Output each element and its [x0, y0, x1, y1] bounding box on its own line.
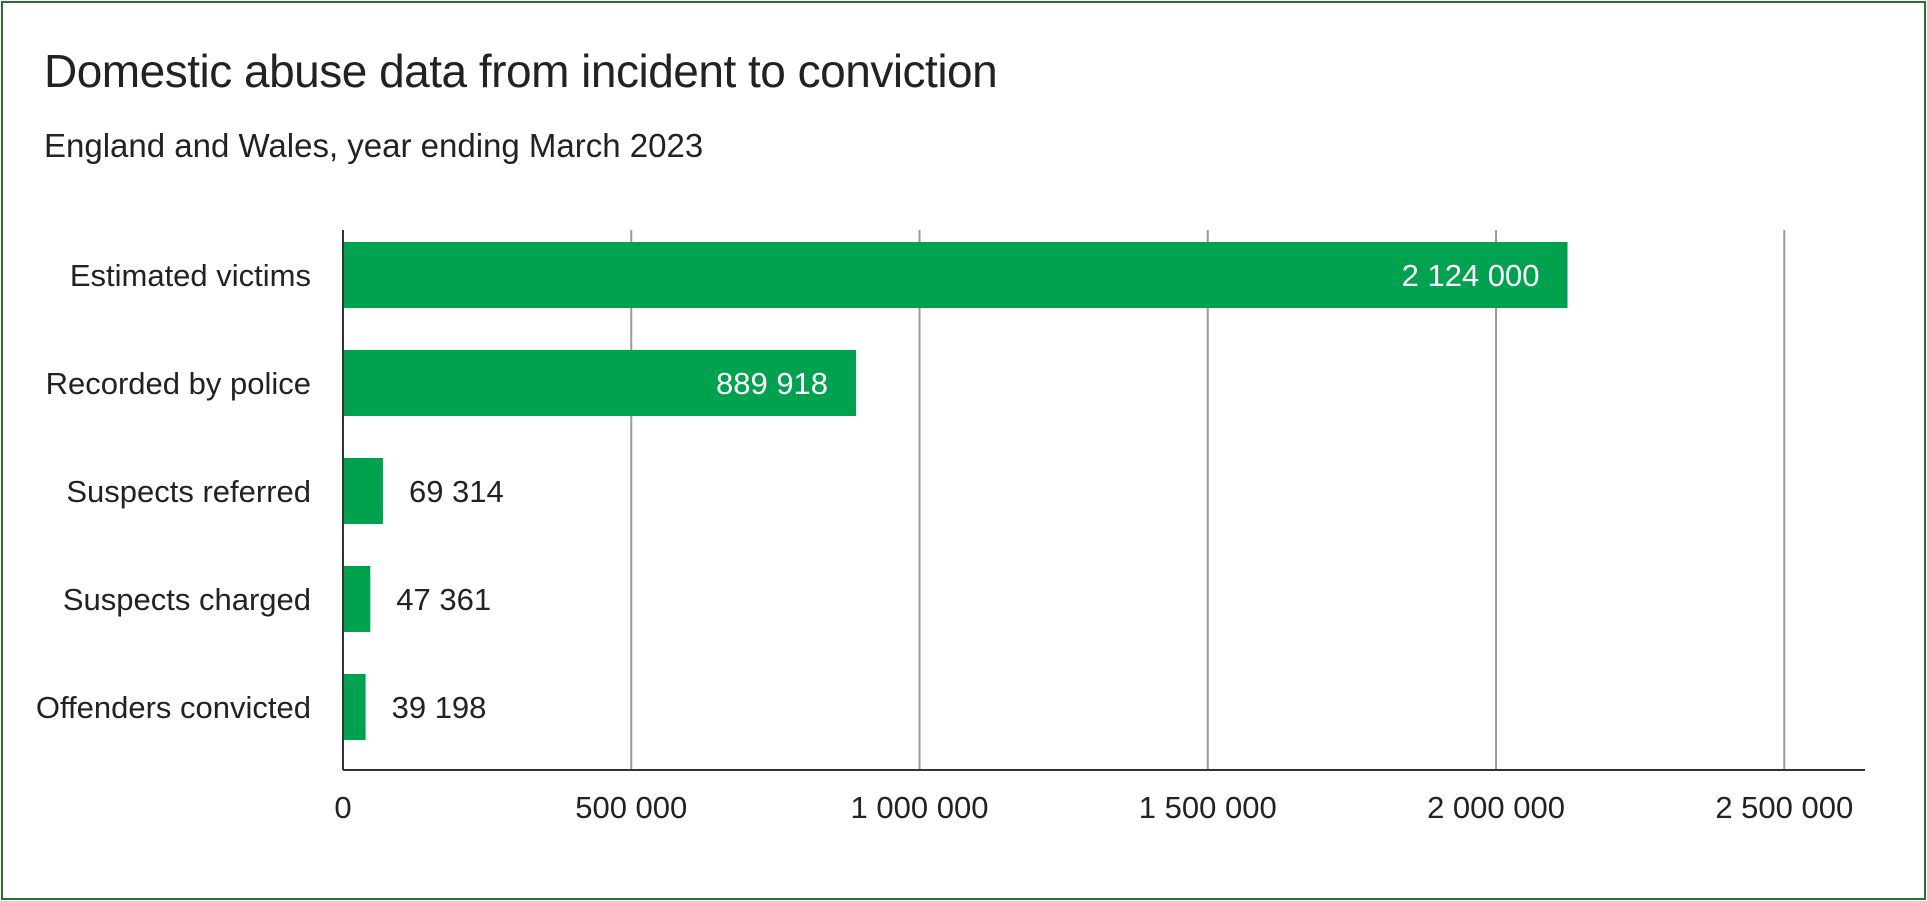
value-label: 2 124 000	[1402, 258, 1540, 293]
axes	[342, 230, 1865, 771]
x-tick-label: 1 500 000	[1139, 790, 1277, 825]
category-label: Recorded by police	[46, 366, 311, 401]
category-label: Suspects charged	[63, 582, 311, 617]
bar	[343, 242, 1568, 308]
category-label: Estimated victims	[70, 258, 311, 293]
x-tick-label: 2 500 000	[1715, 790, 1853, 825]
x-tick-label: 0	[334, 790, 351, 825]
bars	[343, 242, 1568, 740]
value-label: 69 314	[409, 474, 504, 509]
x-tick-label: 2 000 000	[1427, 790, 1565, 825]
chart-subtitle: England and Wales, year ending March 202…	[44, 127, 704, 164]
value-label: 889 918	[716, 366, 828, 401]
x-tick-label: 500 000	[575, 790, 687, 825]
x-tick-label: 1 000 000	[851, 790, 989, 825]
category-label: Suspects referred	[66, 474, 311, 509]
labels: 0 500 000 1 000 000 1 500 000 2 000 000 2 500…	[36, 258, 1853, 825]
gridlines	[630, 230, 1786, 770]
bar	[343, 674, 366, 740]
value-label: 47 361	[396, 582, 491, 617]
chart-title: Domestic abuse data from incident to con…	[44, 45, 998, 97]
bar	[343, 350, 857, 416]
value-label: 39 198	[392, 690, 487, 725]
category-label: Offenders convicted	[36, 690, 311, 725]
bar	[343, 458, 383, 524]
bar	[343, 566, 371, 632]
